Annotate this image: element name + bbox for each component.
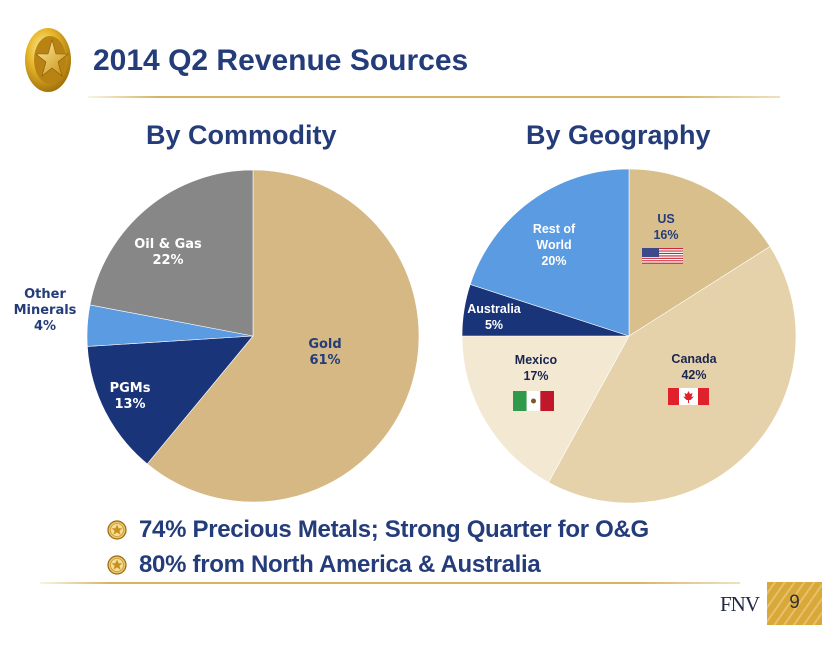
pie-slices: [461, 168, 797, 504]
page-number: 9: [789, 592, 800, 613]
bullet-item: 74% Precious Metals; Strong Quarter for …: [107, 512, 649, 547]
slice-label-pgms: PGMs 13%: [110, 381, 151, 412]
header-divider: [88, 96, 780, 98]
geography-pie-chart: US 16% Canada 42% Mexico 17% Australia 5% Rest o…: [461, 168, 797, 504]
pie-slice-gold: [146, 169, 420, 503]
footer-divider: [40, 582, 740, 584]
pie-slice-pgms: [87, 335, 254, 465]
page-title: 2014 Q2 Revenue Sources: [93, 44, 469, 77]
pie-slices: [86, 169, 420, 503]
canada-flag-icon: [668, 388, 709, 405]
pie-slice-canada: [548, 246, 797, 504]
pie-labels: Gold 61% PGMs 13% Other Minerals 4% Oil & Gas 22…: [14, 237, 342, 412]
slice-label-oil-gas: Oil & Gas 22%: [134, 237, 202, 268]
commodity-heading: By Commodity: [146, 120, 337, 150]
mexico-flag-icon: [513, 391, 554, 411]
pie-slice-us: [628, 168, 771, 337]
gold-star-coin-icon: [25, 28, 71, 92]
pie-labels: US 16% Canada 42% Mexico 17% Australia 5% Rest o…: [467, 212, 718, 411]
page-number-box: 9: [767, 582, 822, 625]
slice-label-other-minerals: Other Minerals 4%: [14, 287, 77, 334]
geography-heading: By Geography: [526, 120, 711, 150]
slice-label-canada: Canada 42%: [671, 352, 717, 382]
bullet-text: 80% from North America & Australia: [139, 550, 541, 578]
key-points-list: 74% Precious Metals; Strong Quarter for …: [107, 512, 649, 582]
brand-wordmark: FNV: [720, 592, 760, 616]
commodity-pie-chart: Gold 61% PGMs 13% Other Minerals 4% Oil & Gas 22…: [14, 169, 420, 503]
star-bullet-icon: [107, 554, 127, 575]
slice-label-gold: Gold 61%: [308, 337, 341, 368]
slice-label-rest-of-world: Rest of World 20%: [533, 222, 576, 268]
us-flag-icon: [642, 248, 683, 264]
slice-label-australia: Australia 5%: [467, 302, 522, 332]
pie-slice-oil-gas: [89, 169, 254, 337]
bullet-text: 74% Precious Metals; Strong Quarter for …: [139, 515, 649, 543]
slice-label-mexico: Mexico 17%: [515, 353, 558, 383]
bullet-item: 80% from North America & Australia: [107, 547, 649, 582]
slice-label-us: US 16%: [653, 212, 678, 242]
pie-slice-rest-of-world: [469, 168, 630, 337]
star-bullet-icon: [107, 519, 127, 540]
